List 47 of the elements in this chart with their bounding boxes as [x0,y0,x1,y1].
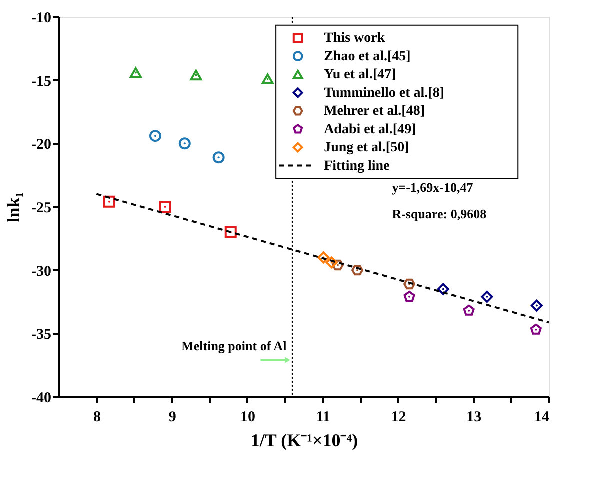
point [481,290,494,303]
y-tick-label: -35 [32,327,52,344]
legend-label: Mehrer et al.[48] [324,104,426,120]
legend-label: This work [324,31,386,46]
point [224,226,237,238]
point [178,138,191,150]
point [190,70,202,81]
point [262,74,274,84]
point [530,300,543,312]
legend-label: Fitting line [324,158,390,174]
x-tick-label: 11 [316,410,330,426]
legend-label: Zhao et al.[45] [324,49,411,64]
point [318,252,330,264]
x-axis-title: 1/T (K⁻¹×10⁻⁴) [250,430,358,450]
point [130,67,142,78]
annotation: y=-1,69x-10,47 [392,180,474,195]
y-axis-title: lnk₁ [4,192,24,223]
y-tick-label: -25 [32,200,52,216]
x-tick-label: 10 [240,410,256,426]
point [104,196,116,208]
point [149,130,162,142]
point [530,324,542,335]
point [404,278,416,290]
x-tick-label: 8 [93,410,101,426]
annotation: Melting point of Al [182,338,288,354]
legend-label: Yu et al.[47] [324,68,396,83]
y-tick-label: -40 [32,390,52,406]
x-tick-label: 12 [391,410,406,426]
legend-label: Adabi et al.[49] [324,122,416,138]
point [212,152,225,164]
y-tick-label: -15 [32,74,52,90]
y-tick-label: -30 [32,264,52,280]
y-tick-label: -10 [32,10,52,26]
x-tick-label: 13 [466,410,482,426]
point [404,290,416,302]
point [352,265,364,276]
annotation: R-square: 0,9608 [392,206,488,222]
legend-label: Jung et al.[50] [324,140,410,156]
x-tick-label: 14 [534,410,550,426]
legend-label: Tumminello et al.[8] [324,86,444,101]
point [463,304,475,316]
point [326,256,338,269]
point [159,201,172,213]
point [437,283,450,296]
point [332,260,344,271]
x-tick-label: 9 [168,410,176,426]
y-tick-label: -20 [32,137,52,154]
